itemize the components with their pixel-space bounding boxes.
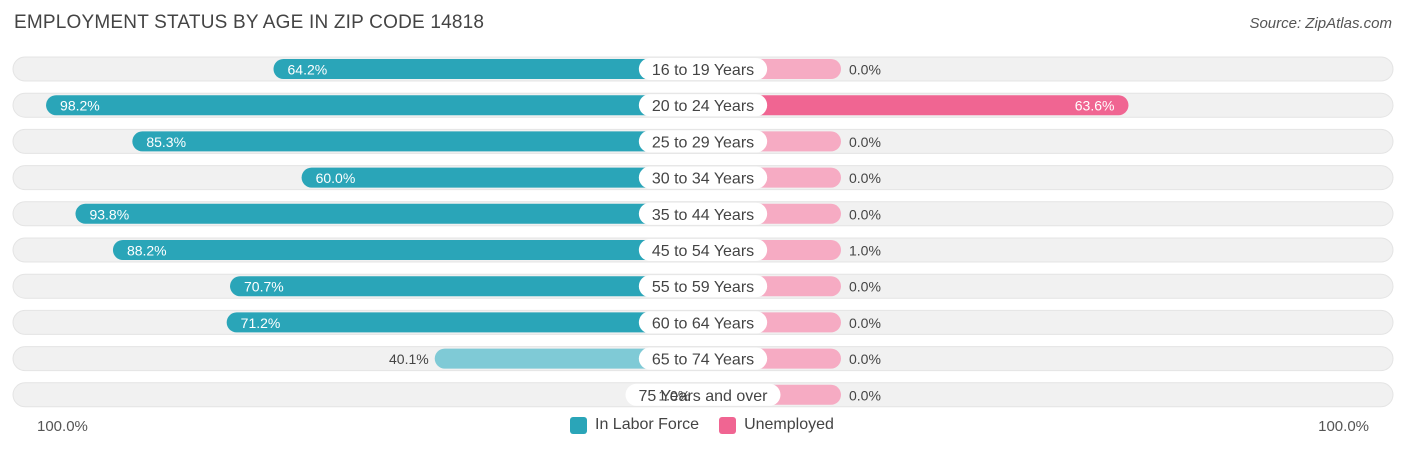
value-label-in-labor-force: 98.2% <box>60 98 100 114</box>
chart-row: 55 to 59 Years 70.7% 0.0% <box>12 273 1394 299</box>
category-pill <box>638 275 768 298</box>
category-pill <box>638 94 768 117</box>
legend-item-unemployed: Unemployed <box>719 416 834 434</box>
axis-left-label: 100.0% <box>37 418 88 435</box>
category-label: 16 to 19 Years <box>652 62 754 79</box>
value-label-in-labor-force: 85.3% <box>146 134 186 150</box>
category-label: 60 to 64 Years <box>652 315 754 332</box>
value-label-unemployed: 0.0% <box>849 134 881 150</box>
chart-row: 65 to 74 Years 40.1% 0.0% <box>12 346 1394 372</box>
category-pill <box>638 347 768 370</box>
category-pill <box>638 202 768 225</box>
category-pill <box>625 383 781 406</box>
value-label-in-labor-force: 1.0% <box>658 387 690 403</box>
legend-item-labor-force: In Labor Force <box>570 416 699 434</box>
bar-in-labor-force <box>273 59 703 79</box>
value-label-in-labor-force: 60.0% <box>316 170 356 186</box>
value-label-unemployed: 0.0% <box>849 170 881 186</box>
category-pill <box>638 130 768 153</box>
bar-in-labor-force <box>112 240 703 260</box>
chart-row: 45 to 54 Years 88.2% 1.0% <box>12 237 1394 263</box>
chart-row: 30 to 34 Years 60.0% 0.0% <box>12 165 1394 191</box>
value-label-in-labor-force: 88.2% <box>127 243 167 259</box>
chart-row: 35 to 44 Years 93.8% 0.0% <box>12 201 1394 227</box>
category-label: 45 to 54 Years <box>652 243 754 260</box>
legend: In Labor Force Unemployed <box>570 416 844 434</box>
value-label-in-labor-force: 93.8% <box>89 206 129 222</box>
category-pill <box>638 166 768 189</box>
chart-row: 60 to 64 Years 71.2% 0.0% <box>12 309 1394 335</box>
axis-right-label: 100.0% <box>1318 418 1369 435</box>
bar-unemployed <box>703 95 1129 116</box>
value-label-unemployed: 0.0% <box>849 62 881 78</box>
legend-label-labor-force: In Labor Force <box>595 416 700 433</box>
value-label-unemployed: 1.0% <box>849 243 881 259</box>
legend-label-unemployed: Unemployed <box>744 416 834 433</box>
category-label: 20 to 24 Years <box>652 98 754 115</box>
value-label-unemployed: 0.0% <box>849 279 881 295</box>
chart-canvas: 16 to 19 Years 64.2% 0.0% 20 to 24 Years 98.… <box>12 56 1394 408</box>
chart-row: 16 to 19 Years 64.2% 0.0% <box>12 56 1394 82</box>
bar-in-labor-force <box>226 312 703 333</box>
source-label: Source: ZipAtlas.com <box>1249 15 1392 32</box>
bar-in-labor-force <box>75 203 703 224</box>
legend-swatch-unemployed <box>719 416 737 434</box>
category-label: 75 Years and over <box>639 388 769 405</box>
legend-swatch-labor-force <box>570 416 587 434</box>
value-label-in-labor-force: 70.7% <box>244 279 284 295</box>
value-label-unemployed: 0.0% <box>849 206 881 222</box>
value-label-in-labor-force: 64.2% <box>288 62 328 78</box>
chart-title: EMPLOYMENT STATUS BY AGE IN ZIP CODE 148… <box>14 12 485 33</box>
bar-in-labor-force <box>132 131 703 152</box>
value-label-unemployed: 63.6% <box>1075 98 1115 114</box>
category-pill <box>638 311 768 334</box>
value-label-unemployed: 0.0% <box>849 315 881 331</box>
chart-row: 25 to 29 Years 85.3% 0.0% <box>12 128 1394 154</box>
value-label-in-labor-force: 40.1% <box>389 351 429 367</box>
value-label-unemployed: 0.0% <box>849 387 881 403</box>
bar-in-labor-force <box>301 167 703 188</box>
category-label: 25 to 29 Years <box>652 134 754 151</box>
category-label: 30 to 34 Years <box>652 171 754 188</box>
value-label-unemployed: 0.0% <box>849 351 881 367</box>
category-label: 65 to 74 Years <box>652 352 754 369</box>
value-label-in-labor-force: 71.2% <box>241 315 281 331</box>
bar-in-labor-force <box>46 95 704 116</box>
category-label: 55 to 59 Years <box>652 279 754 296</box>
category-pill <box>638 58 768 80</box>
bar-in-labor-force <box>230 276 703 297</box>
bar-in-labor-force <box>434 348 703 369</box>
category-pill <box>638 239 768 261</box>
chart-row: 20 to 24 Years 98.2% 63.6% <box>12 92 1394 118</box>
category-label: 35 to 44 Years <box>652 207 754 224</box>
